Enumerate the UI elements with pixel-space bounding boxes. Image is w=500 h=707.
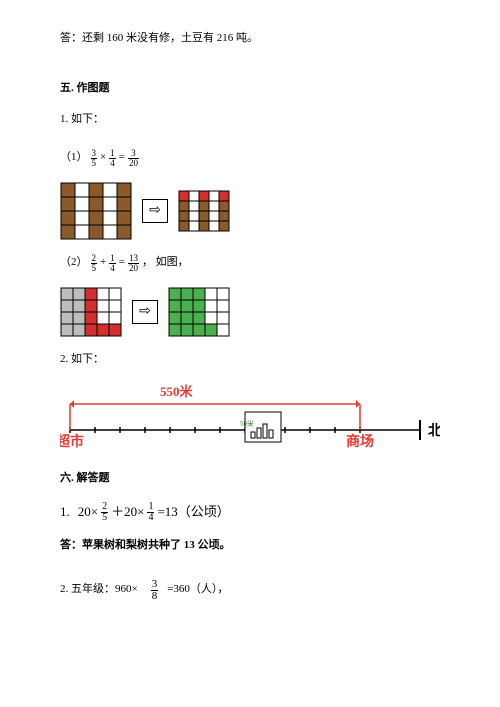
- expr2-prefix: （2）: [60, 254, 88, 272]
- f1: 25: [101, 502, 108, 523]
- op2: +: [100, 254, 106, 272]
- frac-b: 14: [109, 149, 116, 168]
- item1-num: 1.: [60, 502, 70, 523]
- number-line-diagram: 550米 50米超市 商场 北: [60, 382, 440, 452]
- answer1: 答：苹果树和梨树共种了 13 公顷。: [60, 537, 440, 555]
- item1-label: 1. 如下：: [60, 111, 440, 129]
- top-answer: 答：还剩 160 米没有修，土豆有 216 吨。: [60, 30, 440, 48]
- svg-text:50米: 50米: [240, 419, 254, 428]
- eq2: =: [119, 254, 125, 272]
- arrow-icon: ⇨: [132, 300, 158, 324]
- svg-text:550米: 550米: [160, 384, 194, 399]
- c1: 20×: [78, 502, 98, 523]
- section6-title: 六. 解答题: [60, 470, 440, 488]
- svg-text:商场: 商场: [346, 433, 374, 450]
- section5-title: 五. 作图题: [60, 80, 440, 98]
- grid2-left: [60, 287, 122, 337]
- grid-row-2: ⇨: [60, 287, 440, 337]
- eq: =: [119, 149, 125, 167]
- expr2: （2） 25 + 14 = 1320 ， 如图，: [60, 254, 440, 273]
- op: ×: [100, 149, 106, 167]
- item2-label: 2. 如下：: [60, 351, 440, 369]
- section6-item2: 2. 五年级：960× 38 =360（人），: [60, 579, 440, 602]
- frac-a2: 25: [91, 254, 98, 273]
- expr2-suffix: ， 如图，: [142, 254, 189, 272]
- section6-expr1: 1. 20× 25 ＋20× 14 =13（公顷）: [60, 502, 440, 523]
- eq6: =13（公顷）: [157, 502, 229, 523]
- arrow-icon: ⇨: [142, 199, 168, 223]
- frac-r2: 1320: [128, 254, 139, 273]
- item2-suffix: =360（人），: [167, 581, 228, 599]
- frac-a: 35: [91, 149, 98, 168]
- grid2-right: [168, 287, 230, 337]
- plus: ＋20×: [111, 502, 144, 523]
- item2-frac: 38: [151, 579, 159, 602]
- svg-text:超市: 超市: [60, 433, 84, 450]
- expr1: （1） 35 × 14 = 320: [60, 149, 440, 168]
- frac-r: 320: [128, 149, 139, 168]
- svg-text:北: 北: [428, 423, 440, 439]
- frac-b2: 14: [109, 254, 116, 273]
- grid1-left: [60, 182, 132, 240]
- grid-row-1: ⇨: [60, 182, 440, 240]
- item2-prefix: 2. 五年级：960×: [60, 581, 138, 599]
- f2: 14: [147, 502, 154, 523]
- grid1-right: [178, 190, 230, 232]
- expr1-prefix: （1）: [60, 149, 88, 167]
